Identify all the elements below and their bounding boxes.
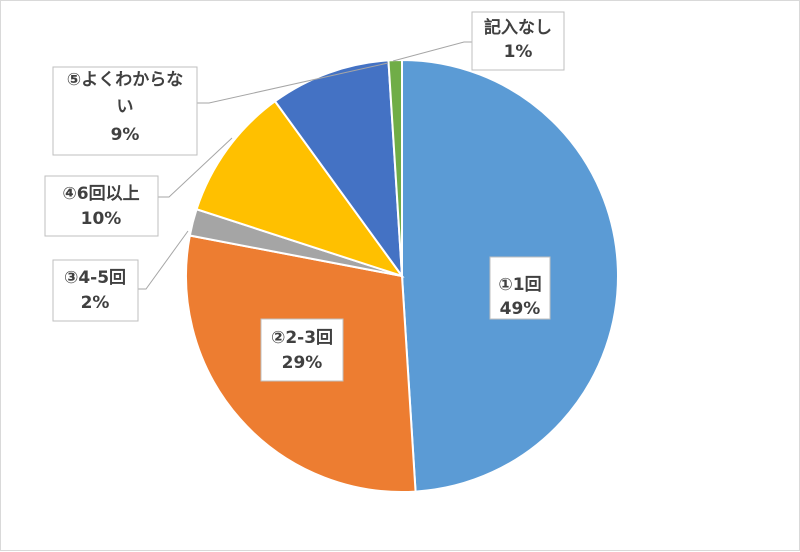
leader-line-5 (197, 62, 389, 104)
slice-percent-label: 29% (282, 353, 323, 373)
data-label-box (489, 256, 551, 320)
slice-category-label: ③4-5回 (64, 268, 126, 288)
slice-category-label: 記入なし (484, 17, 552, 38)
slice-category-label: ④6回以上 (62, 184, 139, 204)
slice-percent-label: 10% (81, 209, 122, 229)
slice-category-label: ①1回 (498, 275, 541, 295)
slice-4 (195, 99, 405, 278)
slice-percent-label: 2% (81, 293, 110, 313)
slice-5 (273, 59, 404, 280)
data-label-4: ④6回以上 10% (44, 175, 159, 237)
data-label-box (44, 175, 159, 237)
leader-line-3 (138, 230, 189, 290)
slice-percent-label: 9% (111, 125, 140, 145)
data-label-6: 記入なし 1% (471, 11, 565, 71)
leader-lines (138, 41, 472, 290)
leader-line-4 (158, 137, 233, 198)
data-label-2: ②2-3回 29% (260, 318, 344, 382)
slice-category-label-cont: い (117, 97, 134, 117)
leader-line-6 (392, 41, 472, 62)
data-label-box (260, 318, 344, 382)
data-label-box (471, 11, 565, 71)
slice-category-label: ⑤よくわからな (67, 70, 183, 90)
pie-slices (185, 58, 620, 493)
slice-percent-label: 49% (500, 299, 541, 319)
data-labels: ①1回49%②2-3回29%③4-5回2%④6回以上10%⑤よくわからない9%記… (44, 11, 565, 382)
data-label-box (52, 66, 198, 156)
data-label-box (52, 259, 139, 322)
slice-percent-label: 1% (504, 42, 533, 62)
data-label-3: ③4-5回 2% (52, 259, 139, 322)
slice-category-label: ②2-3回 (271, 328, 333, 348)
